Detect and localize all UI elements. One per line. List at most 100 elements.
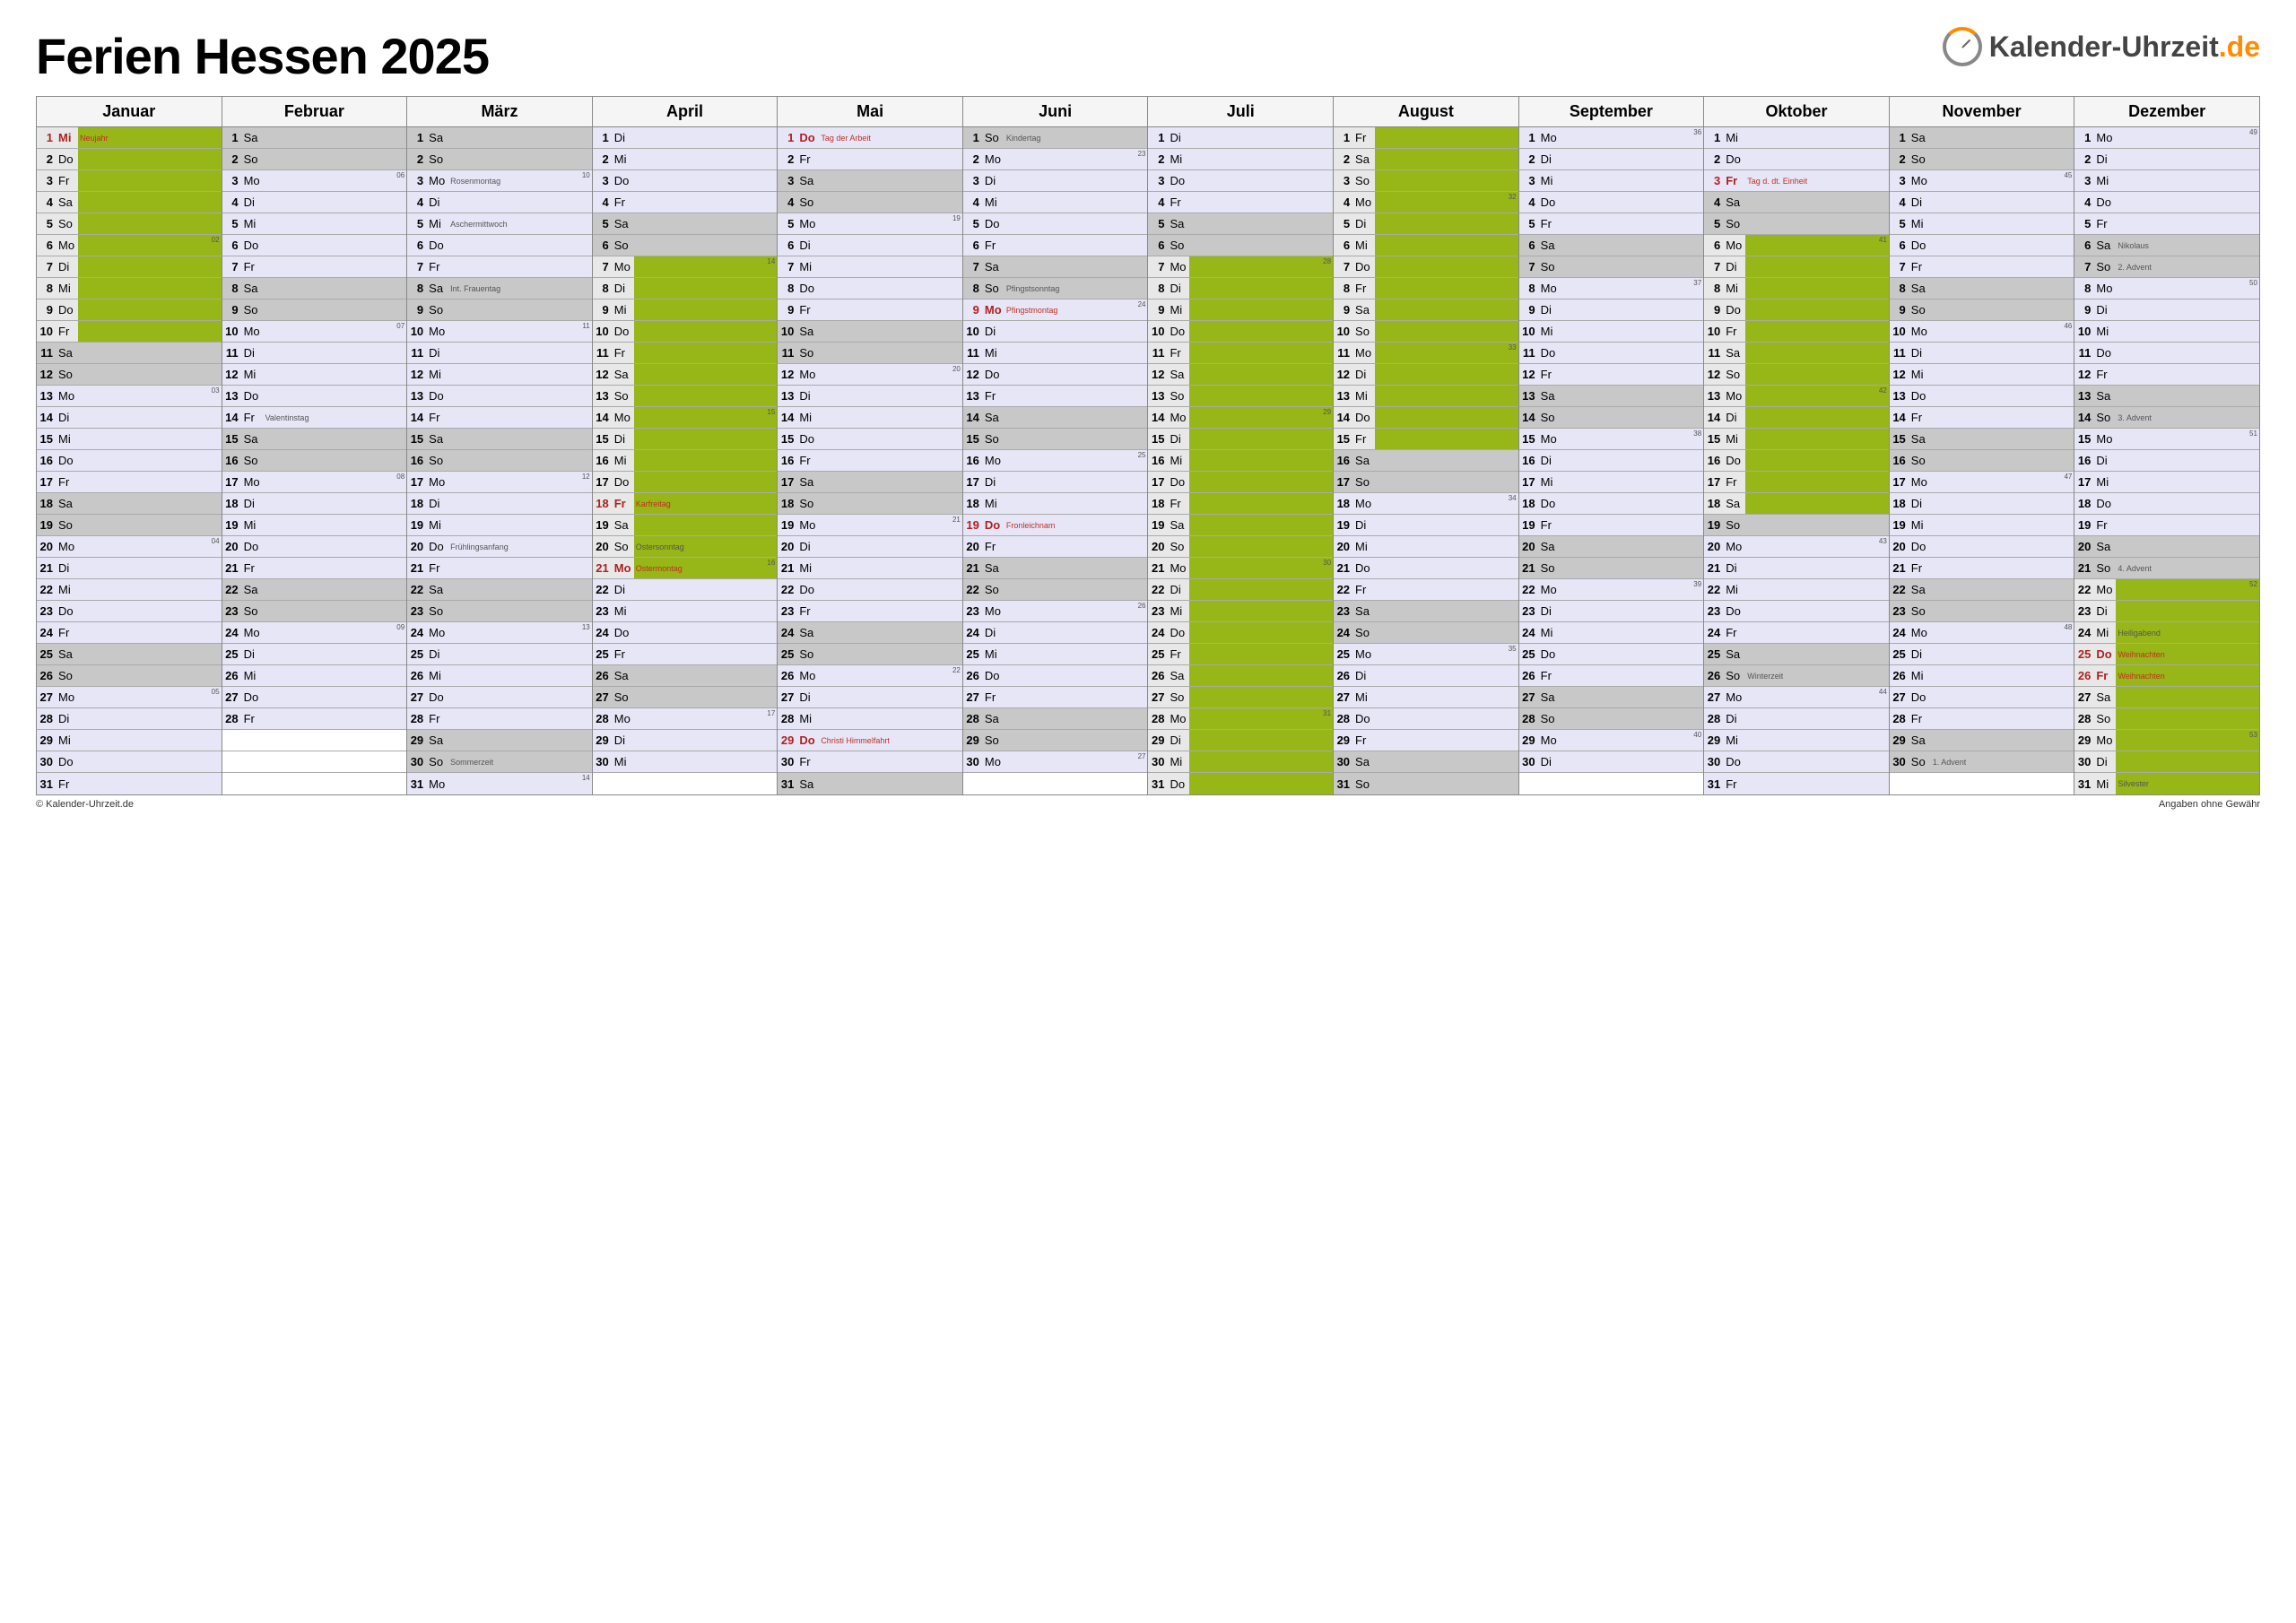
day-number: 11 bbox=[2074, 346, 2094, 360]
day-number: 28 bbox=[963, 712, 983, 725]
day-number: 12 bbox=[1148, 368, 1168, 381]
weekday-code: Fr bbox=[1724, 325, 1745, 338]
day-bar bbox=[1561, 665, 1704, 686]
day-number: 13 bbox=[1890, 389, 1909, 403]
day-cell: 15Sa bbox=[222, 429, 407, 450]
day-cell: 23So bbox=[407, 601, 592, 622]
week-number: 30 bbox=[1323, 559, 1331, 567]
day-cell: 10Do bbox=[1148, 321, 1333, 343]
day-bar bbox=[448, 687, 592, 707]
day-number: 21 bbox=[1334, 561, 1353, 575]
day-number: 20 bbox=[222, 540, 242, 553]
month-header: September bbox=[1519, 97, 1704, 127]
day-bar bbox=[1004, 364, 1148, 385]
day-cell: 30Di bbox=[2074, 751, 2259, 773]
day-cell: 22Fr bbox=[1334, 579, 1518, 601]
day-bar bbox=[634, 429, 778, 449]
day-bar: 25 bbox=[1004, 450, 1148, 471]
weekday-code: So bbox=[1724, 217, 1745, 230]
day-bar: Heiligabend bbox=[2116, 622, 2259, 643]
day-number: 25 bbox=[1334, 647, 1353, 661]
weekday-code: Mi bbox=[1724, 583, 1745, 596]
weekday-code: So bbox=[797, 195, 819, 209]
day-bar bbox=[1004, 708, 1148, 729]
day-cell: 23Mi bbox=[1148, 601, 1333, 622]
day-number: 24 bbox=[1148, 626, 1168, 639]
weekday-code: Mo bbox=[983, 604, 1004, 618]
day-number: 4 bbox=[1890, 195, 1909, 209]
day-cell: 30So1. Advent bbox=[1890, 751, 2074, 773]
day-number: 1 bbox=[1890, 131, 1909, 144]
day-cell: 2Do bbox=[1704, 149, 1889, 170]
weekday-code: Di bbox=[983, 325, 1004, 338]
weekday-code: Di bbox=[1168, 733, 1189, 747]
day-bar bbox=[448, 407, 592, 428]
day-cell: 17Fr bbox=[1704, 472, 1889, 493]
weekday-code: Di bbox=[57, 561, 78, 575]
day-cell: 18Do bbox=[1519, 493, 1704, 515]
day-bar bbox=[78, 278, 222, 299]
day-cell: 17Mo12 bbox=[407, 472, 592, 493]
day-number: 18 bbox=[1519, 497, 1539, 510]
day-cell: 10Do bbox=[593, 321, 778, 343]
day-cell: 13Sa bbox=[1519, 386, 1704, 407]
day-cell: 10Di bbox=[963, 321, 1148, 343]
day-bar bbox=[634, 213, 778, 234]
day-bar bbox=[1004, 429, 1148, 449]
day-bar bbox=[1189, 515, 1333, 535]
day-bar bbox=[2116, 364, 2259, 385]
day-bar bbox=[634, 278, 778, 299]
day-bar bbox=[78, 622, 222, 643]
weekday-code: Mi bbox=[613, 303, 634, 317]
day-cell: 23So bbox=[222, 601, 407, 622]
week-number: 14 bbox=[767, 257, 775, 265]
day-cell: 1SoKindertag bbox=[963, 127, 1148, 149]
weekday-code: Mi bbox=[1724, 432, 1745, 446]
weekday-code: Di bbox=[242, 497, 264, 510]
day-cell: 24So bbox=[1334, 622, 1518, 644]
day-number: 14 bbox=[1519, 411, 1539, 424]
weekday-code: Di bbox=[1539, 454, 1561, 467]
day-cell: 1Di bbox=[1148, 127, 1333, 149]
weekday-code: So bbox=[1539, 712, 1561, 725]
weekday-code: Di bbox=[613, 432, 634, 446]
day-bar bbox=[1745, 149, 1889, 169]
day-bar bbox=[448, 493, 592, 514]
day-bar: 35 bbox=[1375, 644, 1518, 664]
weekday-code: Mo bbox=[1539, 282, 1561, 295]
day-bar bbox=[1745, 751, 1889, 772]
day-number: 20 bbox=[1148, 540, 1168, 553]
day-number: 8 bbox=[407, 282, 427, 295]
weekday-code: Mi bbox=[2094, 777, 2116, 791]
weekday-code: Fr bbox=[1539, 669, 1561, 682]
day-number: 6 bbox=[1704, 239, 1724, 252]
day-number: 24 bbox=[1519, 626, 1539, 639]
day-bar: 06 bbox=[264, 170, 407, 191]
weekday-code: Sa bbox=[983, 260, 1004, 273]
day-bar bbox=[1931, 493, 2074, 514]
month-column: April1Di2Mi3Do4Fr5Sa6So7Mo148Di9Mi10Do11… bbox=[593, 97, 778, 794]
weekday-code: So bbox=[242, 152, 264, 166]
day-cell: 26Do bbox=[963, 665, 1148, 687]
day-bar bbox=[264, 708, 407, 729]
day-cell: 26Di bbox=[1334, 665, 1518, 687]
day-bar bbox=[1931, 558, 2074, 578]
day-number: 18 bbox=[1334, 497, 1353, 510]
day-cell: 21Di bbox=[1704, 558, 1889, 579]
day-bar bbox=[1931, 536, 2074, 557]
weekday-code: So bbox=[1909, 604, 1931, 618]
weekday-code: Do bbox=[1168, 174, 1189, 187]
day-bar bbox=[78, 450, 222, 471]
day-number: 1 bbox=[1334, 131, 1353, 144]
day-number: 9 bbox=[407, 303, 427, 317]
day-cell: 7Mo14 bbox=[593, 256, 778, 278]
weekday-code: Mi bbox=[1539, 626, 1561, 639]
day-bar bbox=[1189, 299, 1333, 320]
day-cell: 20Sa bbox=[1519, 536, 1704, 558]
day-number: 11 bbox=[1148, 346, 1168, 360]
weekday-code: Fr bbox=[1353, 282, 1375, 295]
month-column: Januar1MiNeujahr2Do3Fr4Sa5So6Mo027Di8Mi9… bbox=[37, 97, 222, 794]
weekday-code: Sa bbox=[797, 325, 819, 338]
weekday-code: So bbox=[1539, 561, 1561, 575]
day-cell: 27Fr bbox=[963, 687, 1148, 708]
